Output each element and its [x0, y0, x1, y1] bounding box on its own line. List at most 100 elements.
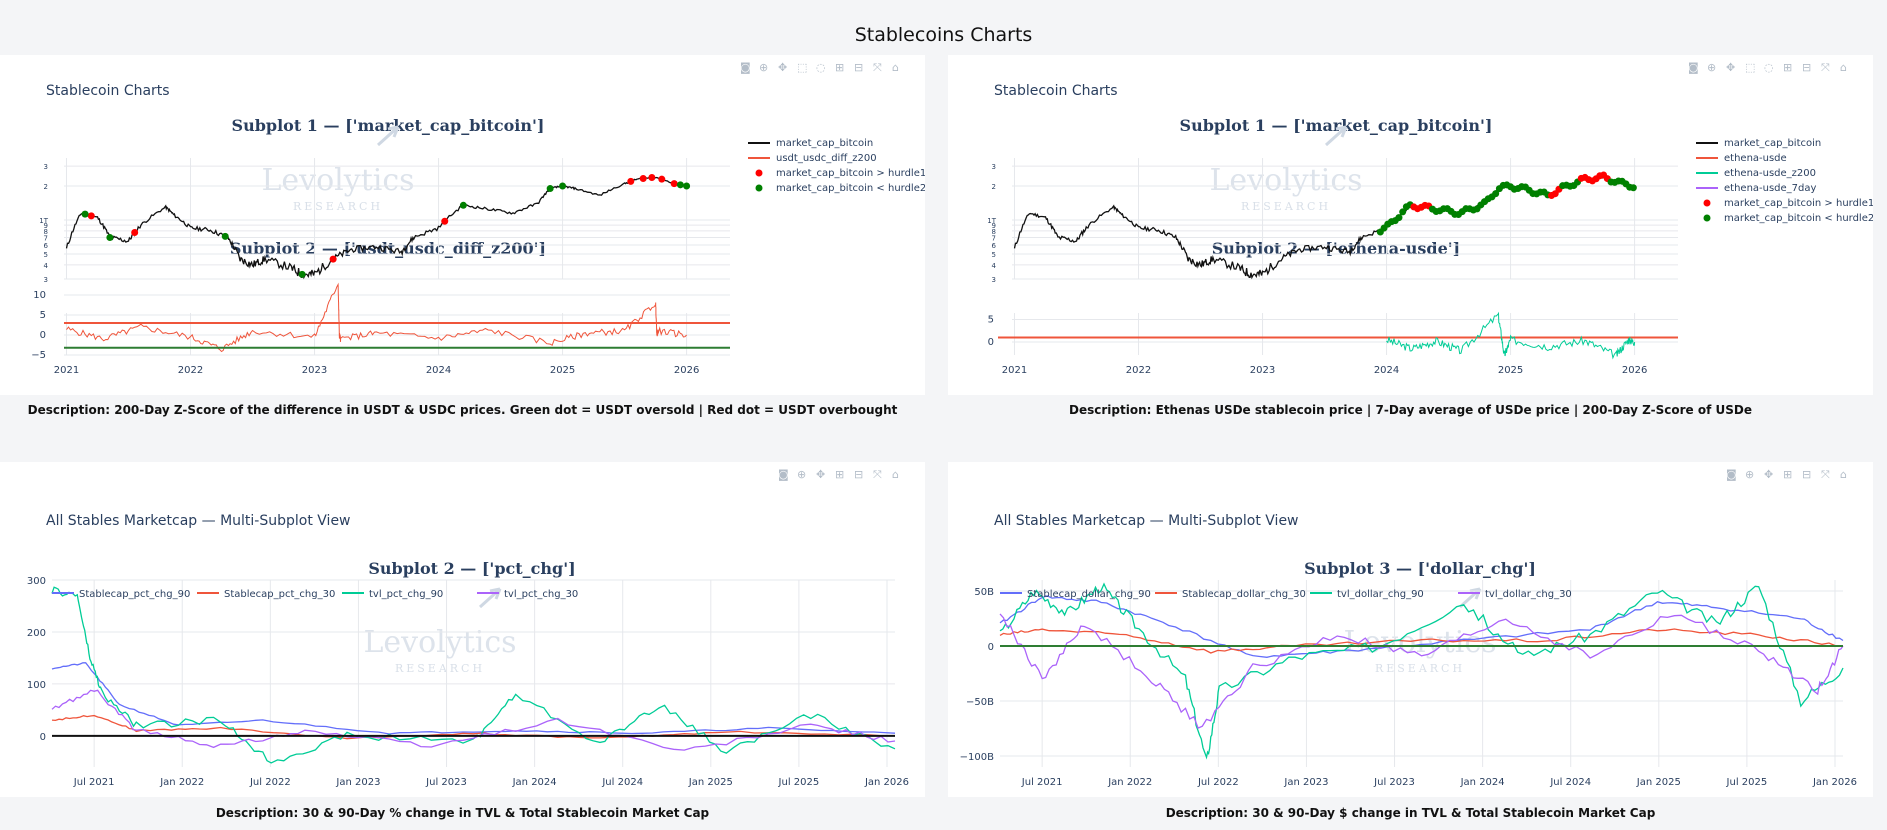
x-tick-label: 2026	[674, 365, 699, 376]
x-tick-label: 2024	[1374, 365, 1399, 376]
dot-above-hurdle1	[329, 255, 337, 263]
legend-item[interactable]: Stablecap_dollar_chg_30	[1182, 589, 1306, 600]
y-tick-label: −50B	[966, 697, 994, 708]
pan-icon[interactable]: ✥	[1726, 61, 1735, 74]
camera-icon[interactable]: ◙	[1688, 61, 1699, 74]
zoom-in-icon[interactable]: ⊞	[835, 468, 844, 481]
zoom-in-icon[interactable]: ⊞	[1783, 61, 1792, 74]
legend-item[interactable]: market_cap_bitcoin	[776, 138, 873, 149]
legend-item[interactable]: market_cap_bitcoin < hurdle2	[776, 183, 925, 194]
watermark-sub: RESEARCH	[395, 662, 485, 675]
y-tick-label: 5	[988, 315, 994, 326]
series-tvl-pct-chg-90	[51, 586, 896, 764]
legend-item[interactable]: ethena-usde_7day	[1724, 183, 1817, 194]
chart-title: Stablecoin Charts	[994, 83, 1118, 99]
legend-item[interactable]: Stablecap_pct_chg_90	[79, 589, 190, 600]
y-tick-label: 9	[44, 222, 48, 230]
box-select-icon[interactable]: ⬚	[797, 61, 807, 74]
legend-item[interactable]: tvl_pct_chg_90	[369, 589, 443, 600]
legend-item[interactable]: market_cap_bitcoin < hurdle2	[1724, 213, 1873, 224]
home-icon[interactable]: ⌂	[892, 468, 899, 481]
y-tick-label: −100B	[960, 752, 994, 763]
series-stablecap-pct-chg-90	[51, 662, 896, 735]
dot-below-hurdle2	[81, 210, 89, 218]
x-tick-label: 2026	[1622, 365, 1647, 376]
panel-ethena: ◙ ⊕ ✥ ⬚ ◌ ⊞ ⊟ ⤧ ⌂ Stablecoin Charts Subplot 1 — …	[948, 55, 1873, 395]
pan-icon[interactable]: ✥	[778, 61, 787, 74]
x-tick-label: 2022	[1126, 365, 1151, 376]
dot-below-hurdle2	[1492, 190, 1500, 198]
legend-item[interactable]: Stablecap_pct_chg_30	[224, 589, 335, 600]
autoscale-icon[interactable]: ⤧	[1821, 468, 1830, 481]
series-market-cap-bitcoin	[65, 176, 687, 280]
description-dollar-chg: Description: 30 & 90-Day $ change in TVL…	[1165, 806, 1656, 820]
x-tick-label: Jul 2023	[1373, 777, 1415, 788]
dot-above-hurdle1	[131, 228, 139, 236]
zoom-icon[interactable]: ⊕	[797, 468, 806, 481]
series-stablecap-pct-chg-30	[51, 714, 895, 740]
zoom-in-icon[interactable]: ⊞	[1783, 468, 1792, 481]
x-tick-label: 2024	[426, 365, 451, 376]
legend-item[interactable]: market_cap_bitcoin > hurdle1	[1724, 198, 1873, 209]
legend-item[interactable]: Stablecap_dollar_chg_90	[1027, 589, 1151, 600]
dot-above-hurdle1	[441, 217, 449, 225]
zoom-out-icon[interactable]: ⊟	[854, 468, 863, 481]
x-tick-label: Jan 2025	[1636, 777, 1681, 788]
legend-item[interactable]: ethena-usde	[1724, 153, 1787, 164]
x-tick-label: 2023	[1250, 365, 1275, 376]
watermark-brand: Levolytics	[363, 625, 516, 660]
autoscale-icon[interactable]: ⤧	[873, 468, 882, 481]
x-tick-label: Jan 2022	[1107, 777, 1152, 788]
legend-item[interactable]: usdt_usdc_diff_z200	[776, 153, 877, 164]
y-tick-label: 6	[44, 242, 49, 250]
y-tick-label: 1T	[987, 217, 996, 225]
legend-item[interactable]: tvl_dollar_chg_90	[1337, 589, 1424, 600]
y-tick-label: 0	[40, 330, 46, 341]
dot-above-hurdle1	[87, 212, 95, 220]
x-tick-label: Jul 2025	[1726, 777, 1768, 788]
y-tick-label: 3	[992, 276, 996, 284]
camera-icon[interactable]: ◙	[1726, 468, 1737, 481]
watermark-sub: RESEARCH	[293, 200, 383, 213]
dot-below-hurdle2	[559, 182, 567, 190]
x-tick-label: Jan 2026	[1812, 777, 1857, 788]
x-tick-label: Jan 2026	[864, 777, 909, 788]
dot-above-hurdle1	[627, 177, 635, 185]
autoscale-icon[interactable]: ⤧	[1821, 61, 1830, 74]
y-tick-label: −5	[31, 350, 46, 361]
zoom-out-icon[interactable]: ⊟	[1802, 468, 1811, 481]
autoscale-icon[interactable]: ⤧	[873, 61, 882, 74]
subplot-title: Subplot 3 — ['dollar_chg']	[1304, 559, 1536, 578]
panel-usdt-usdc: ◙ ⊕ ✥ ⬚ ◌ ⊞ ⊟ ⤧ ⌂ Stablecoin Charts Subplot 1 — …	[0, 55, 925, 395]
dot-below-hurdle2	[676, 181, 684, 189]
lasso-icon[interactable]: ◌	[1764, 61, 1774, 74]
home-icon[interactable]: ⌂	[1840, 61, 1847, 74]
zoom-out-icon[interactable]: ⊟	[854, 61, 863, 74]
zoom-icon[interactable]: ⊕	[759, 61, 768, 74]
y-tick-label: 8	[44, 228, 48, 236]
home-icon[interactable]: ⌂	[1840, 468, 1847, 481]
legend-item[interactable]: ethena-usde_z200	[1724, 168, 1816, 179]
legend-item[interactable]: tvl_pct_chg_30	[504, 589, 578, 600]
camera-icon[interactable]: ◙	[740, 61, 751, 74]
box-select-icon[interactable]: ⬚	[1745, 61, 1755, 74]
y-tick-label: 7	[992, 234, 996, 242]
x-tick-label: Jul 2022	[249, 777, 291, 788]
chart-title: Stablecoin Charts	[46, 83, 170, 99]
zoom-icon[interactable]: ⊕	[1745, 468, 1754, 481]
legend-item[interactable]: tvl_dollar_chg_30	[1485, 589, 1572, 600]
camera-icon[interactable]: ◙	[778, 468, 789, 481]
pan-icon[interactable]: ✥	[816, 468, 825, 481]
zoom-in-icon[interactable]: ⊞	[835, 61, 844, 74]
home-icon[interactable]: ⌂	[892, 61, 899, 74]
chart-title: All Stables Marketcap — Multi-Subplot Vi…	[46, 513, 351, 529]
y-tick-label: 3	[992, 163, 996, 171]
x-tick-label: 2025	[1498, 365, 1523, 376]
zoom-out-icon[interactable]: ⊟	[1802, 61, 1811, 74]
legend-item[interactable]: market_cap_bitcoin	[1724, 138, 1821, 149]
y-tick-label: 5	[40, 310, 46, 321]
zoom-icon[interactable]: ⊕	[1707, 61, 1716, 74]
lasso-icon[interactable]: ◌	[816, 61, 826, 74]
pan-icon[interactable]: ✥	[1764, 468, 1773, 481]
legend-item[interactable]: market_cap_bitcoin > hurdle1	[776, 168, 925, 179]
